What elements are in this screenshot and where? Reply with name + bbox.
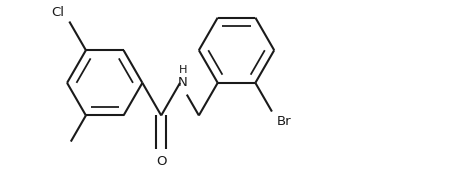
Text: N: N	[178, 76, 188, 89]
Text: H: H	[179, 65, 187, 75]
Text: O: O	[156, 155, 166, 168]
Text: Cl: Cl	[51, 5, 64, 19]
Text: Br: Br	[277, 115, 291, 128]
